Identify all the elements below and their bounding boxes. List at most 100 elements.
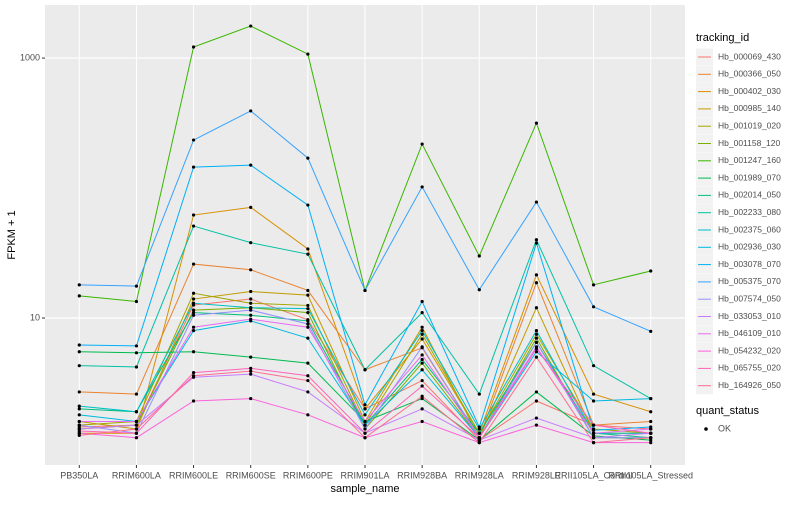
- data-point: [306, 303, 310, 308]
- data-point: [191, 45, 196, 49]
- data-point: [249, 301, 253, 305]
- data-point: [306, 390, 310, 394]
- data-point: [191, 313, 196, 317]
- data-point: [249, 355, 253, 359]
- legend-label: Hb_000402_030: [718, 86, 781, 96]
- legend-label: Hb_007574_050: [718, 293, 781, 303]
- data-point: [134, 351, 139, 355]
- data-point: [249, 109, 253, 113]
- data-point: [306, 413, 310, 417]
- data-point: [249, 308, 253, 312]
- status-legend-title: quant_status: [696, 405, 759, 417]
- data-point: [534, 332, 539, 336]
- data-point: [134, 299, 139, 304]
- status-legend-label: OK: [718, 423, 731, 433]
- data-point: [363, 413, 367, 417]
- legend-label: Hb_065755_020: [718, 363, 781, 373]
- data-point: [191, 262, 196, 266]
- legend-label: Hb_164926_050: [718, 380, 781, 390]
- data-point: [420, 345, 424, 349]
- data-point: [191, 311, 196, 315]
- data-point: [77, 294, 81, 298]
- legend-label: Hb_001247_160: [718, 155, 781, 165]
- data-point: [249, 372, 253, 376]
- legend-label: Hb_000985_140: [718, 103, 781, 113]
- data-point: [306, 203, 310, 207]
- data-point: [134, 431, 139, 435]
- data-point: [306, 247, 310, 251]
- data-point: [420, 337, 424, 341]
- data-point: [534, 390, 539, 394]
- data-point: [191, 138, 196, 142]
- data-point: [77, 413, 81, 417]
- data-point: [420, 419, 424, 424]
- data-point: [191, 297, 196, 301]
- data-point: [649, 396, 653, 401]
- data-point: [534, 306, 539, 310]
- y-axis-title: FPKM + 1: [6, 210, 18, 259]
- data-point: [77, 404, 81, 408]
- data-point: [591, 364, 596, 368]
- data-point: [591, 283, 596, 287]
- data-point: [306, 374, 310, 378]
- data-point: [249, 289, 253, 294]
- data-point: [363, 419, 367, 424]
- data-point: [363, 427, 367, 431]
- data-point: [306, 288, 310, 293]
- data-point: [249, 313, 253, 317]
- x-tick-label: RRIM928BA: [397, 470, 447, 480]
- data-point: [363, 288, 367, 293]
- legend-label: Hb_002375_060: [718, 224, 781, 234]
- data-point: [249, 241, 253, 245]
- data-point: [420, 357, 424, 362]
- x-tick-label: RRIM928LE: [512, 470, 561, 480]
- x-tick-label: RRIM928LA: [455, 470, 504, 480]
- data-point: [534, 241, 539, 245]
- data-point: [534, 423, 539, 427]
- data-point: [249, 369, 253, 373]
- data-point: [534, 340, 539, 344]
- data-point: [649, 410, 653, 414]
- x-tick-label: RRIM901LA: [340, 470, 389, 480]
- data-point: [649, 329, 653, 333]
- y-tick-label: 1000: [20, 52, 40, 62]
- data-point: [249, 205, 253, 209]
- data-point: [649, 427, 653, 431]
- data-point: [363, 431, 367, 435]
- data-point: [420, 379, 424, 383]
- data-point: [249, 268, 253, 272]
- data-point: [534, 238, 539, 242]
- data-point: [306, 361, 310, 365]
- data-point: [477, 392, 481, 396]
- data-point: [420, 332, 424, 336]
- data-point: [591, 399, 596, 403]
- data-point: [134, 392, 139, 396]
- data-point: [191, 374, 196, 378]
- data-point: [191, 224, 196, 228]
- data-point: [534, 399, 539, 403]
- data-point: [363, 423, 367, 427]
- data-point: [191, 371, 196, 375]
- data-point: [77, 429, 81, 433]
- x-tick-label: RRIM600PE: [283, 470, 333, 480]
- data-point: [363, 368, 367, 372]
- data-point: [591, 436, 596, 440]
- x-tick-label: RRIM600LA: [112, 470, 161, 480]
- data-point: [420, 394, 424, 398]
- legend-label: Hb_003078_070: [718, 259, 781, 269]
- data-point: [77, 433, 81, 438]
- data-point: [591, 428, 596, 432]
- data-point: [134, 423, 139, 427]
- data-point: [77, 390, 81, 394]
- legend-label: Hb_002014_050: [718, 190, 781, 200]
- data-point: [534, 200, 539, 204]
- data-point: [477, 288, 481, 292]
- legend-label: Hb_054232_020: [718, 345, 781, 355]
- data-point: [591, 305, 596, 309]
- data-point: [534, 329, 539, 333]
- data-point: [477, 425, 481, 429]
- data-point: [77, 407, 81, 411]
- data-point: [420, 353, 424, 357]
- data-point: [420, 384, 424, 388]
- legend-label: Hb_001989_070: [718, 172, 781, 182]
